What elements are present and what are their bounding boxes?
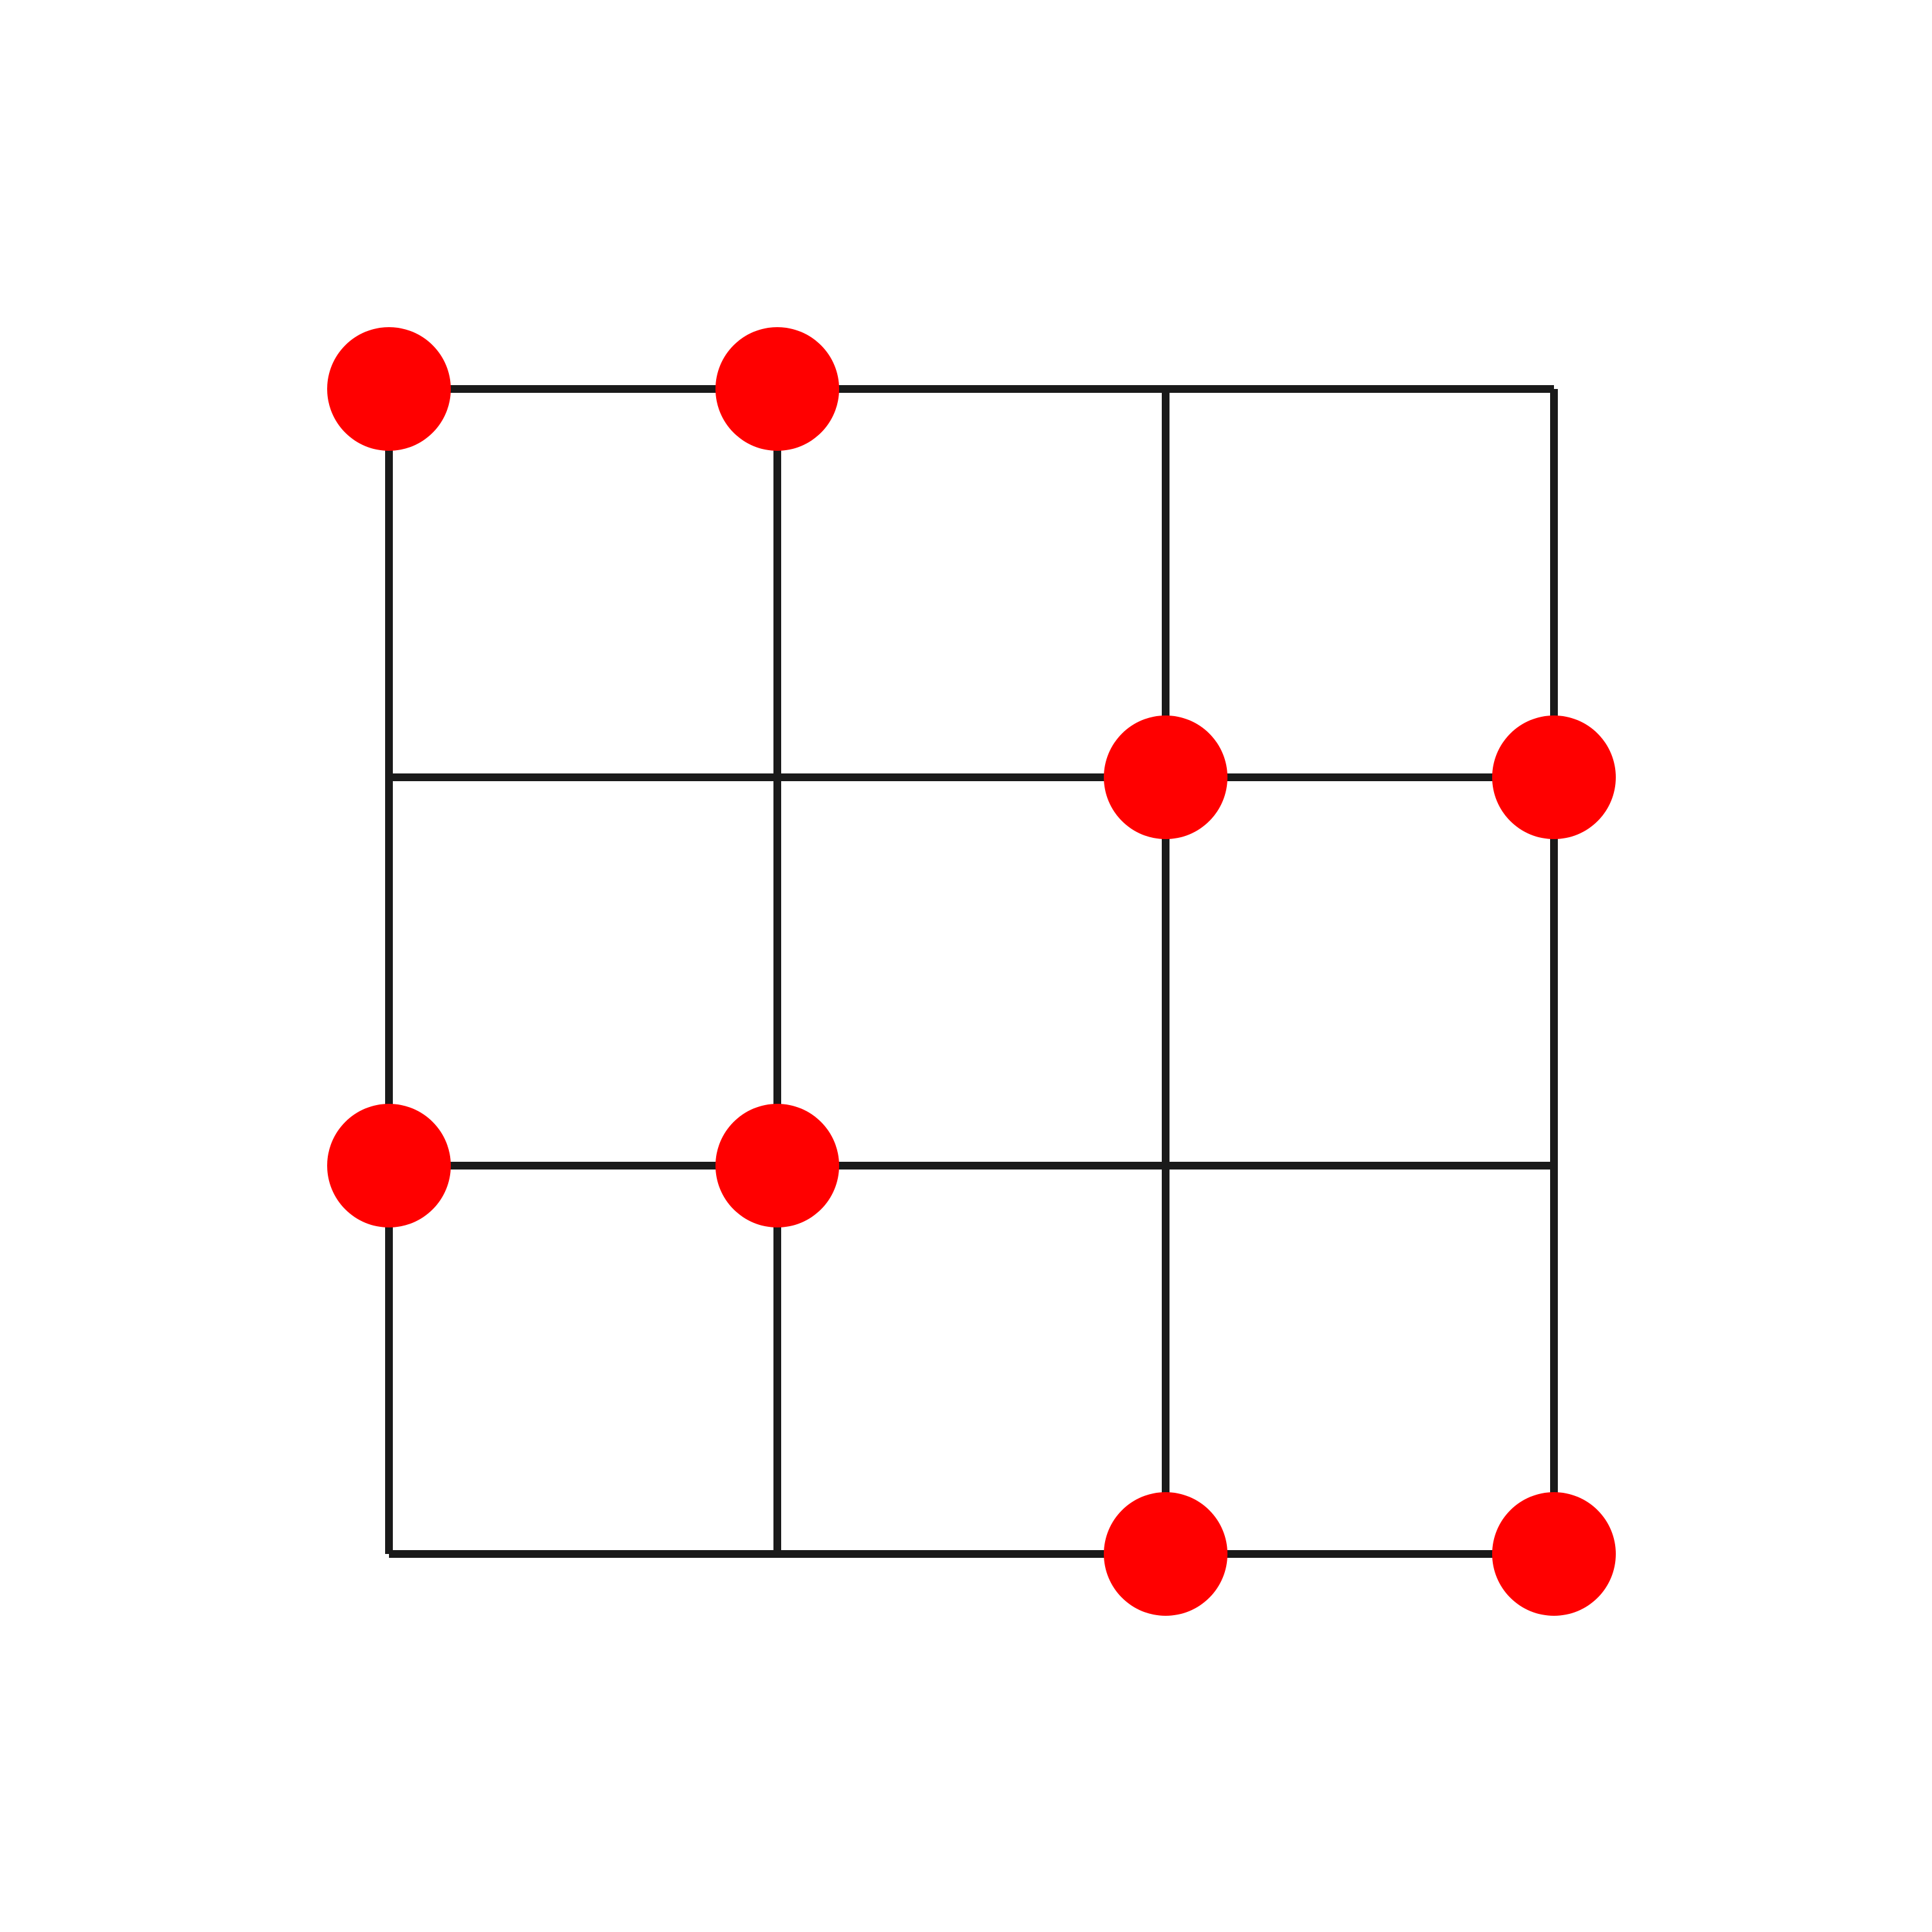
node-marker-r0-c1 <box>715 327 839 451</box>
node-marker-r1-c3 <box>1492 715 1616 839</box>
node-marker-r2-c1 <box>715 1104 839 1227</box>
grid-markers <box>327 327 1616 1616</box>
node-marker-r1-c2 <box>1104 715 1227 839</box>
grid-lines <box>385 385 1558 1558</box>
node-marker-r3-c2 <box>1104 1492 1227 1616</box>
node-marker-r0-c0 <box>327 327 451 451</box>
node-marker-r2-c0 <box>327 1104 451 1227</box>
node-marker-r3-c3 <box>1492 1492 1616 1616</box>
